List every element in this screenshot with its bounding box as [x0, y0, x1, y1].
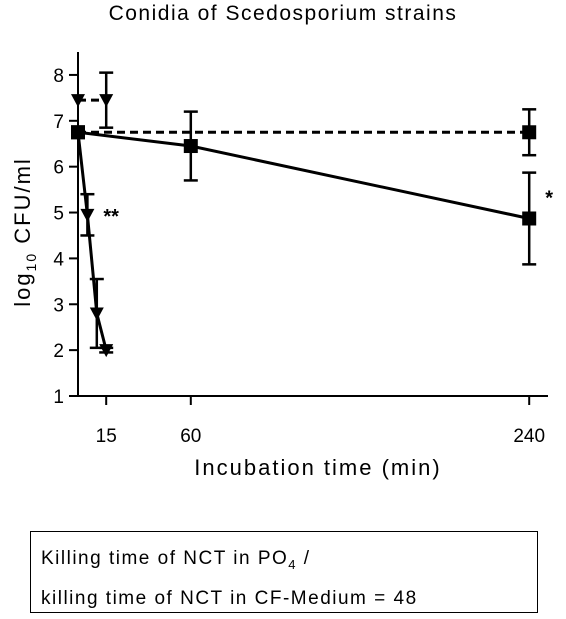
data-point-triangle — [89, 307, 104, 321]
x-axis-label: Incubation time (min) — [194, 455, 441, 480]
series-2 — [71, 71, 114, 129]
x-tick-label: 60 — [180, 426, 201, 447]
x-axis: 15 60 240 — [78, 395, 548, 447]
data-point-square — [522, 211, 537, 226]
series-3 — [71, 110, 537, 266]
data-point-square — [522, 125, 537, 140]
x-tick-label: 240 — [513, 426, 545, 447]
y-tick-label: 8 — [53, 66, 64, 87]
data-point-triangle — [99, 94, 114, 108]
y-tick-label: 6 — [53, 158, 64, 179]
y-axis: 1 2 3 4 5 6 7 8 — [53, 52, 79, 408]
y-tick-label: 5 — [53, 204, 64, 225]
data-point-square — [183, 139, 198, 154]
significance-annotation: ** — [103, 206, 119, 228]
y-tick-label: 2 — [53, 341, 64, 362]
chart: Conidia of Scedosporium strains 1 2 3 4 5 6 7 8… — [10, 2, 553, 480]
x-tick-label: 15 — [96, 426, 117, 447]
data-point-triangle — [71, 126, 85, 140]
series-line — [76, 132, 108, 351]
data-point-triangle — [80, 208, 95, 222]
y-tick-label: 7 — [53, 112, 64, 133]
series-4 — [71, 126, 114, 358]
data-point-triangle — [99, 344, 114, 358]
series-line — [77, 130, 530, 220]
significance-annotation: * — [545, 187, 553, 209]
y-tick-label: 1 — [53, 387, 64, 408]
chart-title: Conidia of Scedosporium strains — [109, 2, 458, 25]
note-line-2: killing time of NCT in CF-Medium = 48 — [41, 587, 418, 609]
y-tick-label: 3 — [53, 295, 64, 316]
data-point-triangle — [71, 94, 85, 108]
y-tick-label: 4 — [53, 249, 64, 270]
note-box: Killing time of NCT in PO4 / killing tim… — [30, 531, 538, 613]
y-axis-label: log10 CFU/ml — [10, 157, 39, 307]
note-line-1: Killing time of NCT in PO4 / — [41, 548, 311, 572]
series-layer: *** — [71, 71, 553, 358]
series-1 — [71, 108, 537, 157]
